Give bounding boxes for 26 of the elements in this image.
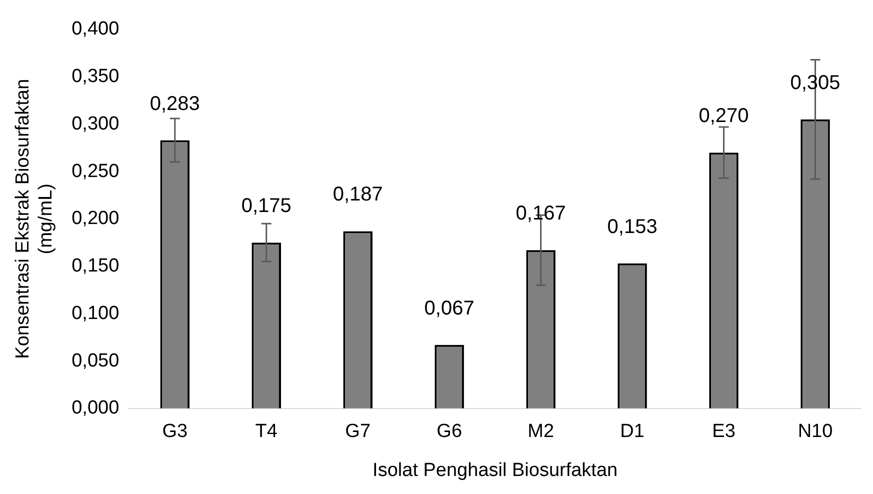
x-tick-label: D1 — [620, 421, 644, 442]
data-label: 0,167 — [516, 202, 566, 225]
y-tick-label: 0,350 — [72, 66, 120, 88]
y-tick-label: 0,300 — [72, 113, 120, 134]
y-tick-label: 0,100 — [72, 302, 120, 324]
y-tick-label: 0,250 — [72, 160, 120, 182]
x-tick-label: T4 — [255, 421, 278, 442]
x-tick-label: G7 — [345, 421, 371, 442]
data-label: 0,067 — [424, 297, 474, 320]
data-label: 0,283 — [150, 92, 200, 115]
x-axis-title: Isolat Penghasil Biosurfaktan — [372, 460, 618, 481]
x-tick-label: G3 — [162, 421, 188, 442]
data-label: 0,153 — [607, 216, 658, 238]
y-tick-label: 0,050 — [72, 350, 120, 372]
y-tick-label: 0,200 — [72, 208, 120, 230]
x-tick-label: E3 — [712, 421, 736, 442]
data-label: 0,187 — [332, 184, 383, 206]
y-tick-label: 0,400 — [72, 18, 120, 40]
data-label: 0,270 — [698, 105, 749, 128]
data-label: 0,175 — [241, 195, 292, 218]
x-tick-label: N10 — [798, 421, 833, 442]
y-axis-title: Konsentrasi Ekstrak Biosurfaktan (mg/mL) — [12, 78, 56, 359]
y-tick-label: 0,000 — [72, 398, 120, 419]
x-tick-label: M2 — [528, 421, 554, 442]
y-tick-label: 0,150 — [72, 256, 120, 277]
x-tick-label: G6 — [436, 421, 462, 442]
